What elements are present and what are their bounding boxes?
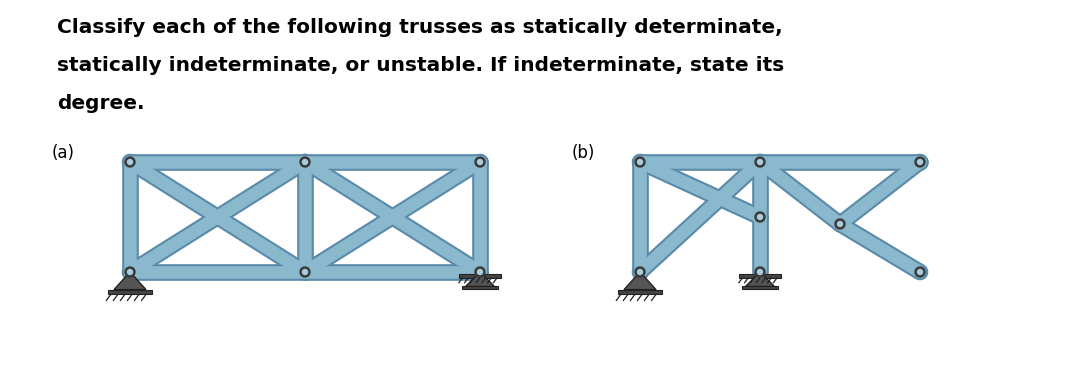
Circle shape xyxy=(300,267,310,277)
Circle shape xyxy=(635,267,645,277)
Text: degree.: degree. xyxy=(57,94,145,113)
Circle shape xyxy=(475,267,485,277)
Circle shape xyxy=(125,267,135,277)
Circle shape xyxy=(757,215,762,219)
Bar xyxy=(108,289,152,294)
Circle shape xyxy=(755,212,765,222)
Polygon shape xyxy=(624,272,656,289)
Text: (a): (a) xyxy=(52,144,75,162)
Circle shape xyxy=(477,160,483,164)
Bar xyxy=(462,286,498,289)
Bar xyxy=(739,275,781,278)
Circle shape xyxy=(475,157,485,167)
Circle shape xyxy=(300,157,310,167)
Circle shape xyxy=(915,267,924,277)
Circle shape xyxy=(127,160,133,164)
Circle shape xyxy=(477,269,483,275)
Polygon shape xyxy=(745,272,774,286)
Circle shape xyxy=(918,269,922,275)
Circle shape xyxy=(125,157,135,167)
Text: Classify each of the following trusses as statically determinate,: Classify each of the following trusses a… xyxy=(57,18,783,37)
Circle shape xyxy=(637,269,643,275)
Text: statically indeterminate, or unstable. If indeterminate, state its: statically indeterminate, or unstable. I… xyxy=(57,56,784,75)
Circle shape xyxy=(755,157,765,167)
Circle shape xyxy=(837,221,842,227)
Text: (b): (b) xyxy=(572,144,595,162)
Circle shape xyxy=(302,269,308,275)
Circle shape xyxy=(755,267,765,277)
Circle shape xyxy=(127,269,133,275)
Circle shape xyxy=(757,269,762,275)
Bar xyxy=(742,286,778,289)
Polygon shape xyxy=(114,272,146,289)
Circle shape xyxy=(635,157,645,167)
Circle shape xyxy=(915,157,924,167)
Circle shape xyxy=(757,160,762,164)
Bar xyxy=(618,289,662,294)
Circle shape xyxy=(302,160,308,164)
Circle shape xyxy=(918,160,922,164)
Bar xyxy=(459,275,501,278)
Polygon shape xyxy=(465,272,495,286)
Circle shape xyxy=(835,219,845,229)
Circle shape xyxy=(637,160,643,164)
